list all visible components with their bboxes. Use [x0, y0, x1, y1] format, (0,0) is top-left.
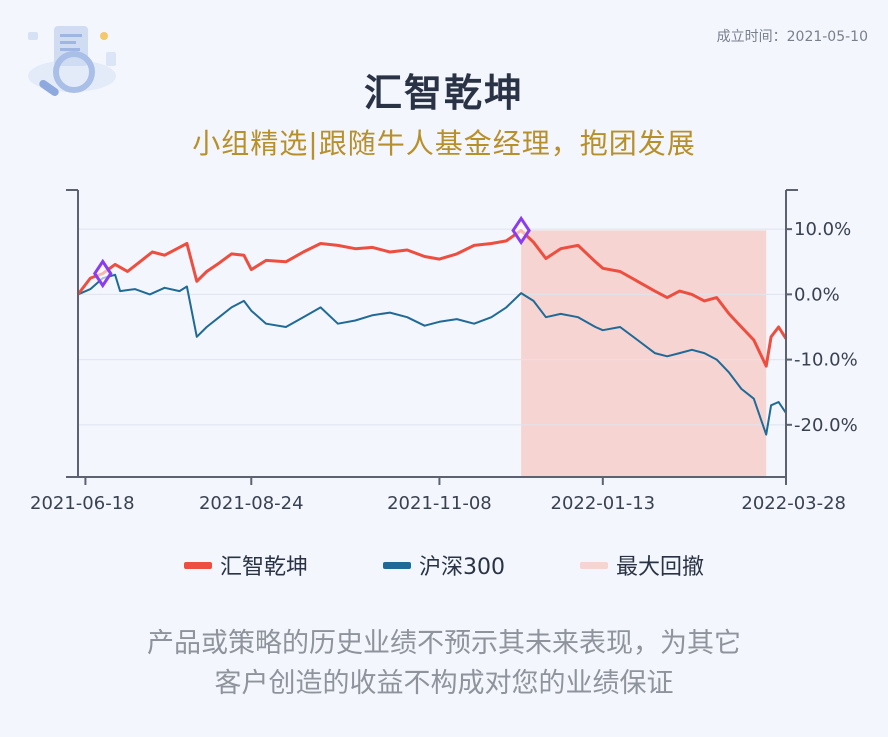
drawdown-marker-icon	[511, 215, 531, 246]
legend-swatch-index	[383, 561, 411, 569]
legend-label-index: 沪深300	[419, 555, 505, 580]
x-tick-label: 2022-03-28	[741, 493, 846, 514]
legend-swatch-fund	[183, 561, 212, 569]
y-tick-label: 0.0%	[794, 284, 840, 305]
x-tick-label: 2021-06-18	[30, 493, 135, 514]
chart-legend: 汇智乾坤 沪深300 最大回撤	[0, 549, 888, 581]
fund-title: 汇智乾坤	[363, 71, 524, 115]
legend-item-index: 沪深300	[383, 549, 505, 581]
legend-label-fund: 汇智乾坤	[219, 555, 308, 580]
disclaimer: 产品或策略的历史业绩不预示其未来表现，为其它 客户创造的收益不构成对您的业绩保证	[0, 624, 888, 704]
legend-swatch-drawdown	[580, 561, 608, 569]
x-tick-label: 2022-01-13	[551, 493, 656, 514]
x-tick-label: 2021-11-08	[387, 493, 492, 514]
disclaimer-line-2: 客户创造的收益不构成对您的业绩保证	[214, 668, 674, 699]
drawdown-band	[521, 230, 767, 477]
series-line-fund	[76, 228, 788, 368]
y-tick-label: 10.0%	[794, 219, 851, 240]
y-tick-label: -10.0%	[794, 350, 858, 371]
legend-label-drawdown: 最大回撤	[616, 555, 705, 580]
established-date: 成立时间：2021-05-10	[717, 26, 868, 46]
drawdown-marker-icon	[92, 258, 113, 289]
disclaimer-line-1: 产品或策略的历史业绩不预示其未来表现，为其它	[147, 628, 741, 659]
y-tick-label: -20.0%	[794, 415, 858, 436]
established-label: 成立时间：	[716, 29, 787, 45]
magnifier-logo-icon	[28, 26, 116, 97]
fund-subtitle: 小组精选|跟随牛人基金经理，抱团发展	[192, 127, 696, 160]
x-tick-label: 2021-08-24	[199, 493, 304, 514]
established-value: 2021-05-10	[786, 29, 868, 45]
legend-item-drawdown: 最大回撤	[580, 549, 704, 581]
performance-chart: 10.0% 0.0% -10.0% -20.0% 2021-06-18 2021-08-2…	[30, 189, 858, 514]
series-line-index	[77, 273, 787, 436]
legend-item-fund: 汇智乾坤	[183, 549, 308, 581]
